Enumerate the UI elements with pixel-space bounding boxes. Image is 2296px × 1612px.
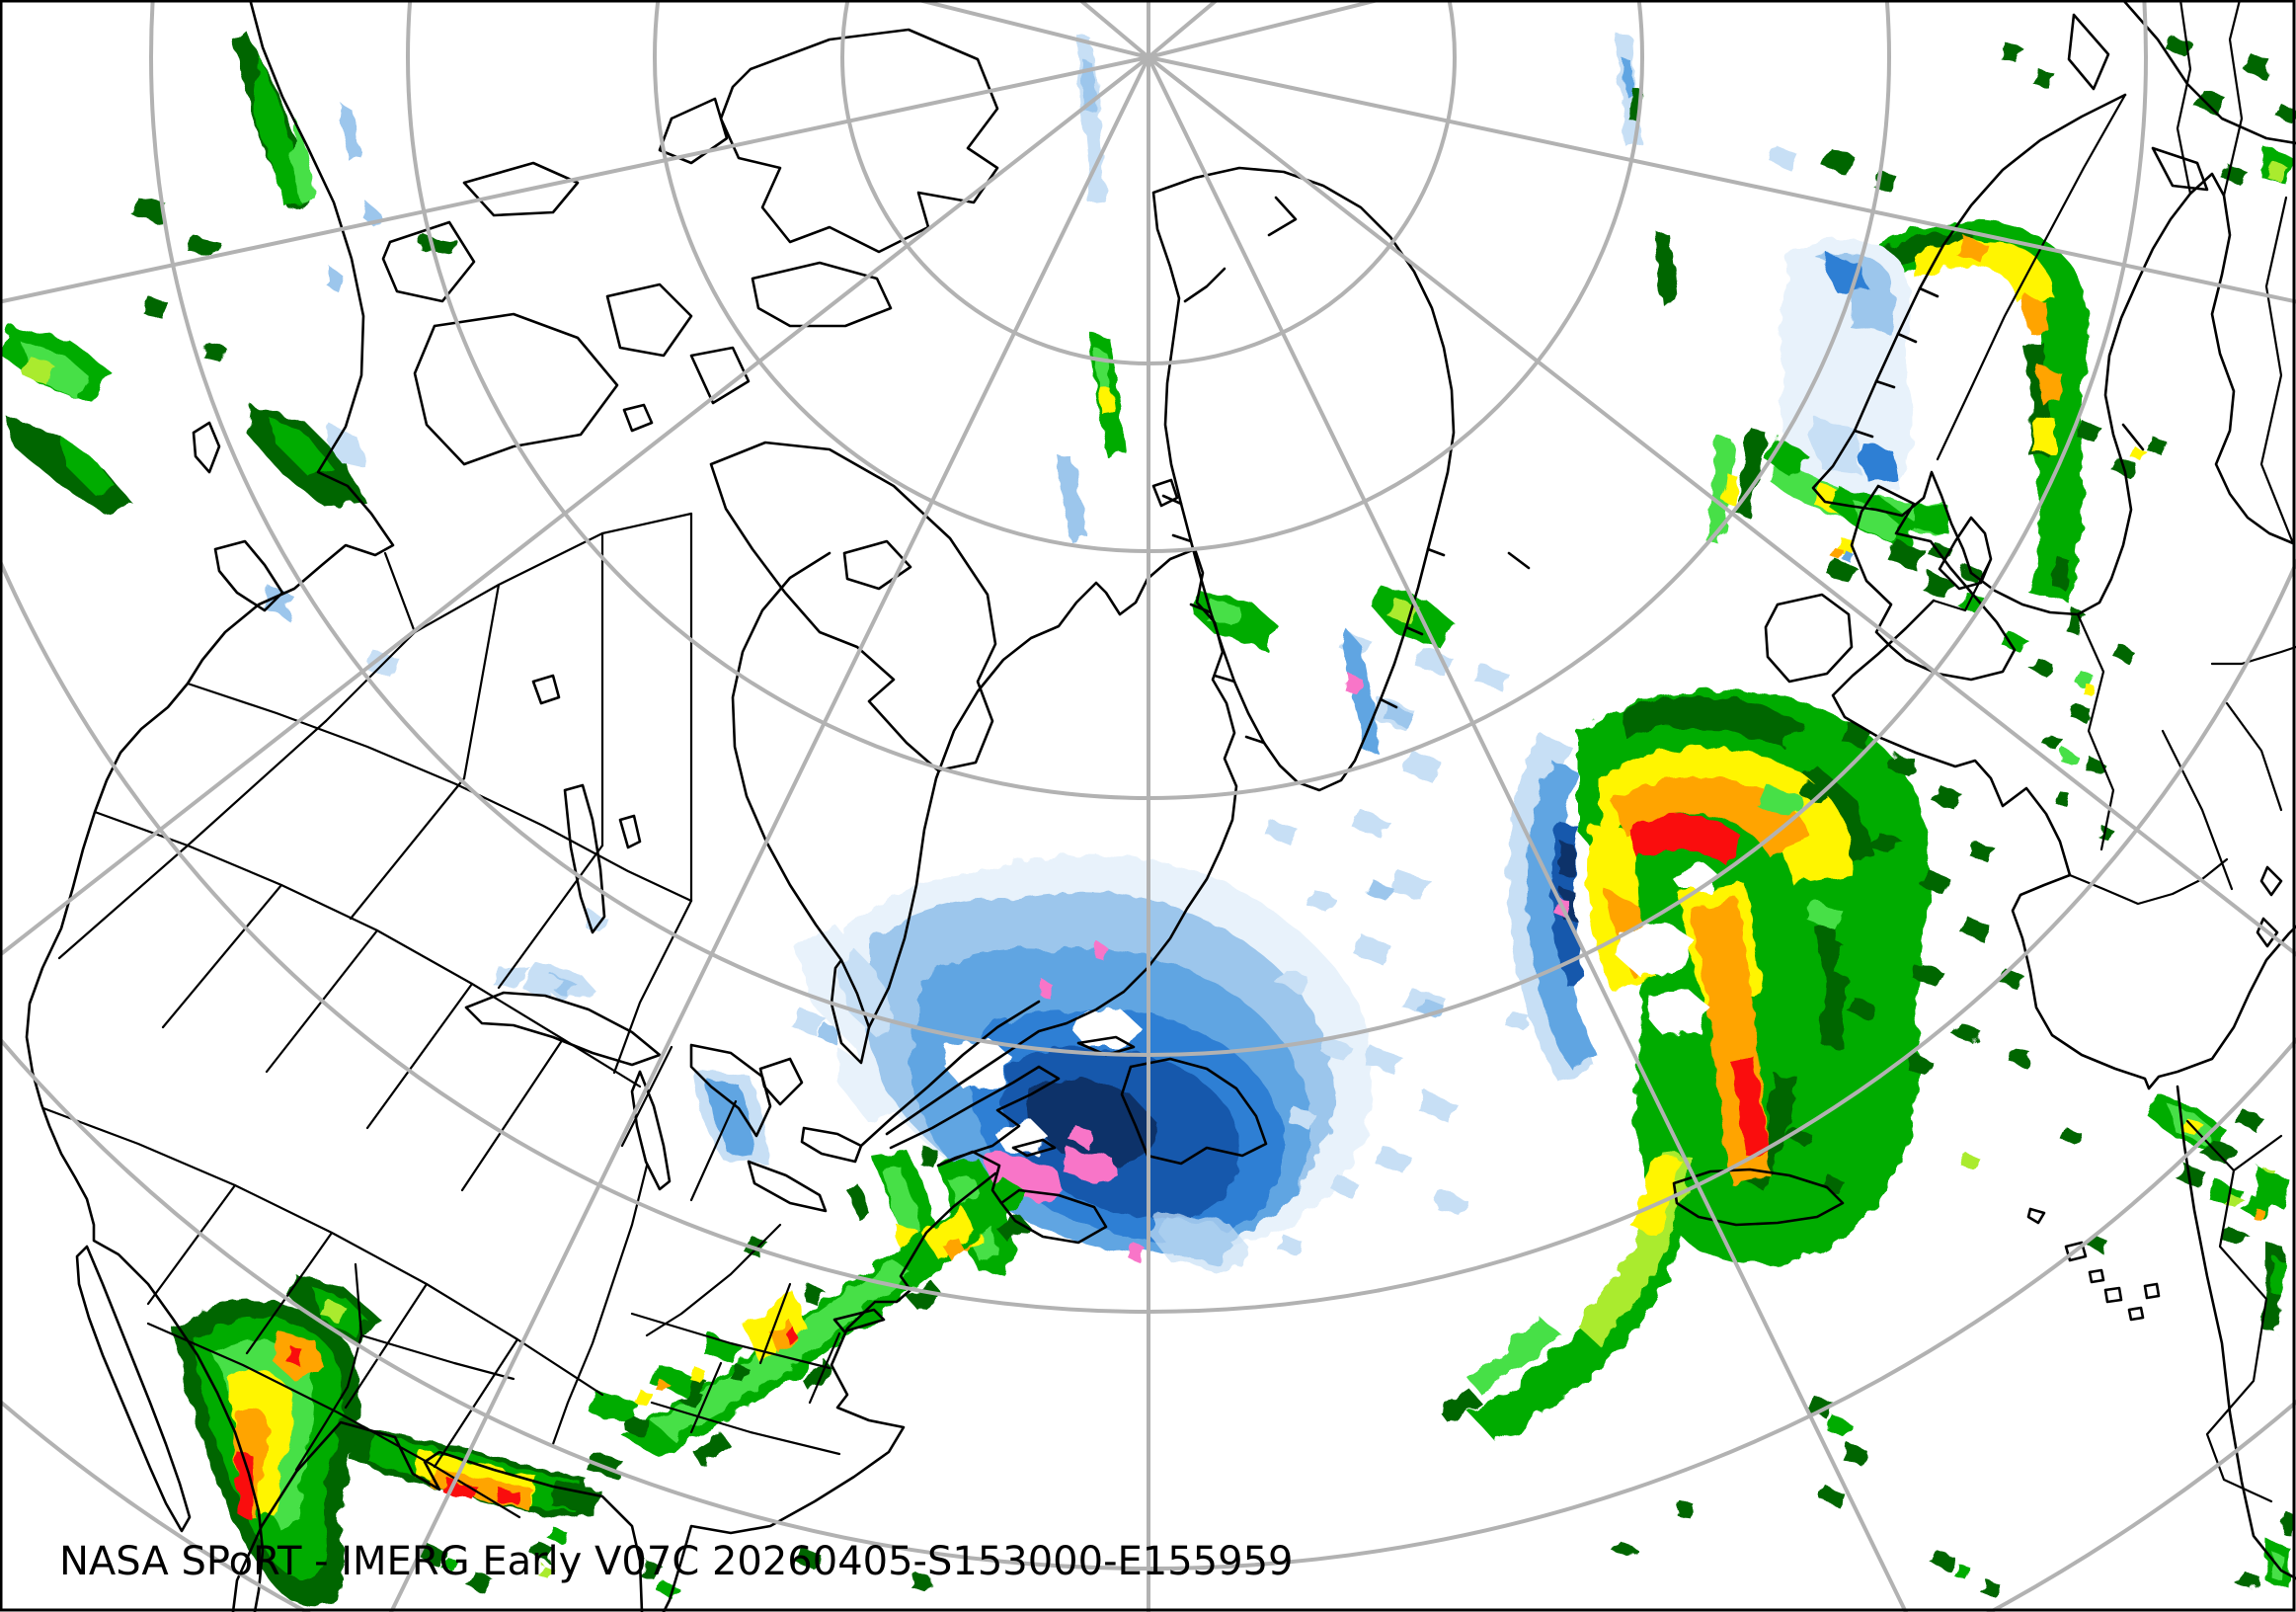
coast-lake-winnipeg [531,674,642,934]
cyclone-outer-speckles [1786,721,2032,1194]
coast-quebec [867,547,1238,1136]
coast-hudson-bay [731,551,871,1065]
precip-atlas-convection [1961,1094,2296,1591]
coast-canary-islands [2026,1207,2161,1322]
precip-prairie-blues [263,585,608,998]
coast-arctic-russia [2067,0,2296,192]
precip-alaska-coast [0,30,458,514]
coast-us-east-gulf [231,1171,997,1612]
coast-nw-africa [2176,1085,2296,1580]
coast-vancouver-island [213,539,284,612]
cyclone-light-snow-speckles [1266,632,1531,1256]
coast-long-island [832,1308,886,1333]
coast-haida [192,421,221,474]
coast-gotland [2121,423,2145,451]
border-sweden-finland [2176,0,2192,196]
borders-russia [2222,0,2295,545]
coast-norway-fjords [1853,286,1940,439]
coast-nova-scotia [999,1188,1108,1245]
borders-europe [1932,557,2296,906]
border-norway-sweden [1936,93,2127,461]
coast-great-lakes [464,991,1041,1213]
coast-baja [75,1245,192,1533]
coast-jan-mayen [1507,551,1531,570]
borders-us-west [41,682,841,1519]
coast-europe-west [1831,599,2296,1090]
precip-greenland-coast [1055,32,1677,541]
coast-iceland [1672,1168,1845,1227]
precip-right-edge-streaks [2261,1243,2286,1334]
coast-greenland-fjords [1161,196,1446,745]
precip-scandinavia-hook [1706,35,2296,636]
coast-norway [1811,93,2127,575]
coast-pei [1011,1138,1057,1158]
coast-disko [1151,478,1179,508]
coast-anticosti [1076,1035,1136,1057]
coast-britain [1850,484,2017,682]
precip-midatlantic-band [620,1177,1029,1466]
coast-baltic [1969,172,2295,616]
coast-denmark [1938,516,1993,591]
precip-great-lakes-snow [523,968,842,1166]
precip-quebec-snow [795,854,1374,1274]
coast-st-lawrence-south [889,1065,1061,1205]
coast-ireland [1764,593,1854,684]
borders-africa [2185,1119,2283,1503]
map-caption: NASA SPoRT - IMERG Early V07C 20260405-S… [59,1539,1294,1584]
borders-canada [324,512,693,903]
coast-newfoundland [1120,1057,1268,1166]
